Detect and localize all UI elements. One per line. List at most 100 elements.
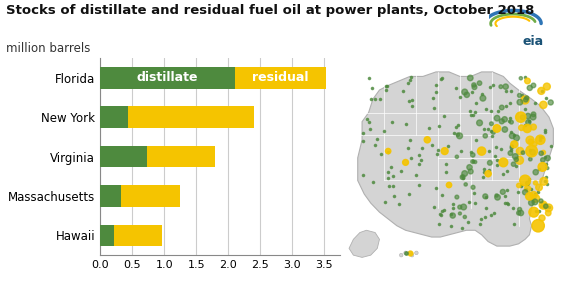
Point bbox=[376, 97, 385, 101]
Point bbox=[384, 170, 393, 175]
Point bbox=[517, 183, 526, 188]
Text: distillate: distillate bbox=[137, 71, 198, 84]
Point bbox=[521, 97, 530, 102]
Point bbox=[455, 95, 464, 100]
Point bbox=[529, 112, 538, 117]
Point bbox=[447, 224, 456, 229]
Point bbox=[509, 162, 518, 166]
Point bbox=[496, 84, 506, 89]
Point bbox=[506, 89, 515, 93]
Circle shape bbox=[399, 253, 403, 257]
Point bbox=[492, 126, 502, 131]
Point bbox=[531, 170, 540, 175]
Point bbox=[526, 148, 535, 152]
Circle shape bbox=[408, 251, 412, 255]
Point bbox=[466, 150, 475, 155]
Point bbox=[451, 86, 460, 91]
Point bbox=[542, 182, 551, 186]
Point bbox=[452, 155, 462, 159]
Point bbox=[480, 133, 490, 138]
Point bbox=[408, 104, 417, 108]
Point bbox=[534, 209, 543, 213]
Point bbox=[434, 124, 443, 128]
Point bbox=[460, 90, 469, 94]
Point bbox=[438, 76, 447, 81]
Point bbox=[498, 190, 507, 194]
Point bbox=[536, 137, 545, 142]
Point bbox=[493, 195, 502, 200]
Point bbox=[427, 143, 436, 147]
Point bbox=[434, 222, 443, 226]
Point bbox=[492, 116, 502, 120]
Point bbox=[479, 167, 488, 171]
Point bbox=[484, 168, 493, 172]
Point bbox=[496, 146, 505, 151]
Point bbox=[470, 85, 479, 90]
Point bbox=[506, 101, 515, 106]
Point bbox=[494, 109, 503, 113]
Point bbox=[514, 211, 523, 215]
Point bbox=[517, 125, 526, 130]
Point bbox=[527, 187, 536, 192]
Point bbox=[515, 158, 524, 163]
Point bbox=[544, 206, 553, 210]
Point bbox=[466, 169, 475, 174]
Point bbox=[521, 74, 530, 79]
Point bbox=[405, 138, 414, 142]
Point bbox=[467, 90, 476, 95]
Point bbox=[528, 150, 537, 155]
Point bbox=[449, 206, 458, 211]
Point bbox=[483, 171, 492, 176]
Point bbox=[369, 179, 378, 184]
Point bbox=[471, 138, 480, 143]
Point bbox=[486, 129, 495, 133]
Point bbox=[530, 192, 539, 197]
Point bbox=[479, 175, 488, 180]
Point bbox=[531, 209, 540, 214]
Point bbox=[541, 127, 550, 132]
Point bbox=[461, 182, 470, 187]
Point bbox=[534, 223, 543, 228]
Point bbox=[432, 151, 442, 156]
Point bbox=[434, 148, 443, 152]
Point bbox=[535, 135, 545, 139]
Bar bbox=[128, 106, 254, 128]
Point bbox=[476, 217, 486, 221]
Point bbox=[471, 100, 480, 105]
Point bbox=[449, 131, 458, 136]
Point bbox=[460, 215, 470, 219]
Point bbox=[546, 144, 555, 149]
Point bbox=[475, 81, 484, 86]
Point bbox=[406, 75, 415, 80]
Point bbox=[489, 211, 498, 215]
Point bbox=[439, 114, 448, 119]
Point bbox=[403, 81, 412, 85]
Point bbox=[538, 89, 547, 93]
Point bbox=[503, 202, 513, 206]
Point bbox=[539, 203, 548, 207]
Point bbox=[529, 210, 538, 215]
Point bbox=[534, 190, 543, 194]
Point bbox=[507, 144, 517, 149]
Point bbox=[525, 86, 534, 90]
Point bbox=[453, 133, 462, 137]
Point bbox=[406, 77, 415, 82]
Point bbox=[523, 114, 533, 118]
Point bbox=[542, 84, 551, 89]
Point bbox=[526, 157, 535, 162]
Point bbox=[520, 106, 529, 111]
Point bbox=[458, 175, 467, 180]
Point bbox=[408, 98, 417, 103]
Point bbox=[512, 135, 521, 140]
Point bbox=[503, 168, 512, 173]
Point bbox=[514, 183, 523, 188]
Point bbox=[470, 191, 479, 196]
Point bbox=[502, 188, 511, 193]
Point bbox=[446, 212, 455, 216]
Point bbox=[504, 118, 513, 123]
Point bbox=[430, 205, 439, 209]
Point bbox=[498, 172, 507, 177]
Point bbox=[382, 84, 391, 88]
Bar bbox=[100, 106, 128, 128]
Point bbox=[456, 149, 466, 154]
